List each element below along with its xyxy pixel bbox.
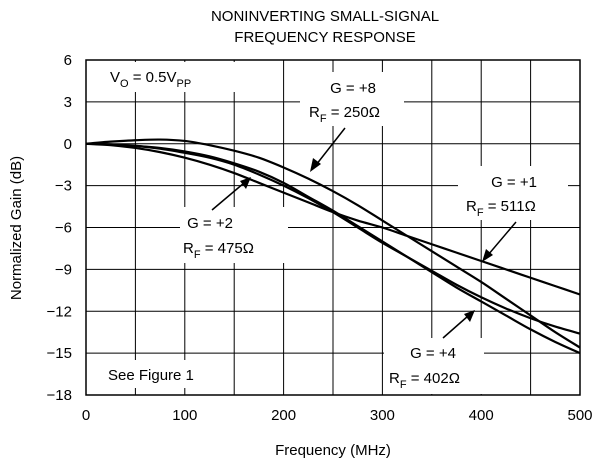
y-tick-label: −3 (55, 178, 72, 195)
y-tick-label: −18 (47, 387, 72, 404)
vo-label-sub-pp: PP (177, 78, 192, 90)
g2-rf-sub: F (194, 249, 201, 261)
g8-rf-value: = 250Ω (327, 104, 380, 121)
g1-gain-label: G = +1 (491, 174, 537, 191)
g1-arrow-head (482, 249, 493, 262)
series-line-g8 (85, 138, 581, 349)
y-tick-label: 0 (64, 136, 72, 153)
g2-arrow-head (240, 177, 251, 189)
g8-arrow-line (315, 127, 346, 166)
g1-rf-label: RF = 511Ω (466, 198, 536, 219)
see-figure-label: See Figure 1 (108, 367, 194, 384)
see-figure-bg (100, 360, 210, 388)
plot-frame (85, 59, 581, 396)
g1-rf-r: R (466, 198, 477, 215)
annotation-layer: VO = 0.5VPP G = +8 RF = 250Ω G = +1 RF =… (100, 62, 568, 394)
vo-label: VO = 0.5VPP (110, 69, 191, 90)
g4-gain-label: G = +4 (410, 345, 456, 362)
y-tick-label: 3 (64, 94, 72, 111)
g2-label-bg (180, 207, 288, 263)
g2-rf-r: R (183, 240, 194, 257)
tick-layer: 0 100 200 300 400 500 6 3 0 −3 −6 −9 −12 −15 −18 (47, 52, 593, 424)
vo-label-mid: = 0.5V (129, 69, 177, 86)
vo-label-sub-o: O (120, 78, 129, 90)
g8-rf-sub: F (320, 113, 327, 125)
y-tick-label: −15 (47, 345, 72, 362)
g4-rf-value: = 402Ω (407, 370, 460, 387)
g2-rf-value: = 475Ω (201, 240, 254, 257)
x-axis-label: Frequency (MHz) (275, 442, 391, 459)
g4-arrow-head (464, 310, 475, 322)
x-tick-label: 400 (469, 407, 494, 424)
g8-rf-r: R (309, 104, 320, 121)
g8-rf-label: RF = 250Ω (309, 104, 380, 125)
x-tick-label: 0 (82, 407, 90, 424)
chart-title-line-1: NONINVERTING SMALL-SIGNAL (211, 8, 439, 25)
y-axis-label: Normalized Gain (dB) (8, 156, 25, 300)
series-line-g4 (85, 142, 581, 355)
y-tick-label: −9 (55, 261, 72, 278)
g4-label-bg (384, 338, 484, 394)
y-tick-label: 6 (64, 52, 72, 69)
vo-label-bg (100, 62, 250, 92)
x-tick-label: 500 (567, 407, 592, 424)
g4-rf-label: RF = 402Ω (389, 370, 460, 391)
y-tick-label: −12 (47, 303, 72, 320)
g8-gain-label: G = +8 (330, 80, 376, 97)
g4-arrow-line (442, 315, 469, 339)
g4-rf-r: R (389, 370, 400, 387)
g2-gain-label: G = +2 (187, 215, 233, 232)
g1-label-bg (458, 166, 568, 220)
y-tick-label: −6 (55, 220, 72, 237)
x-tick-label: 100 (172, 407, 197, 424)
vo-label-v: V (110, 69, 120, 86)
g2-rf-label: RF = 475Ω (183, 240, 254, 261)
g2-arrow-line (211, 182, 245, 211)
g8-arrow-head (310, 158, 321, 172)
g4-rf-sub: F (400, 379, 407, 391)
chart-title-line-2: FREQUENCY RESPONSE (234, 29, 415, 46)
g8-label-bg (300, 72, 404, 126)
g1-rf-value: = 511Ω (484, 198, 536, 215)
g1-rf-sub: F (477, 207, 484, 219)
x-tick-label: 200 (271, 407, 296, 424)
x-tick-label: 300 (370, 407, 395, 424)
g1-arrow-line (487, 221, 517, 256)
curve-layer (85, 138, 581, 355)
